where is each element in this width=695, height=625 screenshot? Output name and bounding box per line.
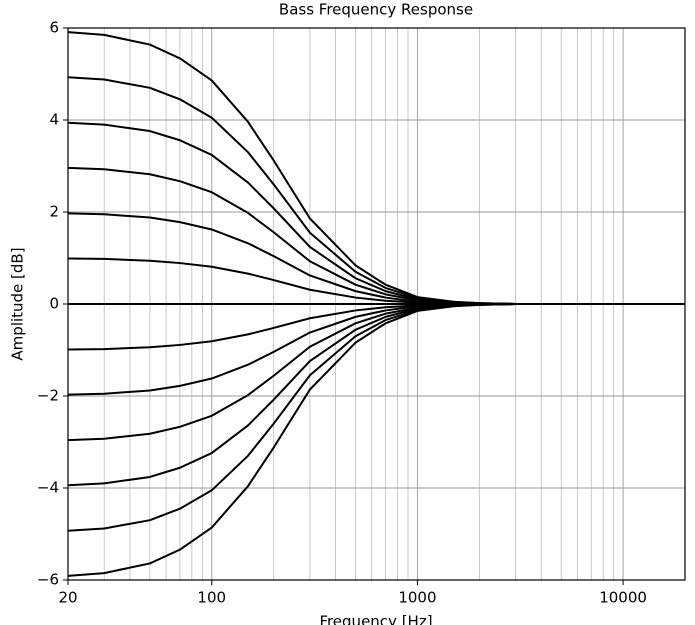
- y-tick-label: 2: [49, 203, 59, 221]
- chart-title: Bass Frequency Response: [279, 1, 473, 19]
- y-tick-label: 4: [49, 111, 59, 129]
- y-tick-label: 6: [49, 19, 59, 37]
- y-tick-label: 0: [49, 295, 59, 313]
- curve: [67, 121, 685, 305]
- plot-frame: [67, 27, 686, 581]
- curve: [67, 76, 685, 305]
- curve: [67, 303, 685, 532]
- curve: [67, 303, 685, 577]
- y-tick-label: −2: [37, 387, 59, 405]
- curve: [67, 303, 685, 351]
- curve: [67, 303, 685, 487]
- y-axis-label: Amplitude [dB]: [9, 247, 27, 360]
- y-tick-label: −6: [37, 571, 59, 589]
- curve: [67, 257, 685, 305]
- x-tick-label: 20: [58, 589, 77, 607]
- y-tick-label: −4: [37, 479, 59, 497]
- x-axis-label: Frequency [Hz]: [319, 613, 432, 625]
- x-tick-label: 1000: [398, 589, 436, 607]
- curve: [67, 31, 685, 305]
- x-tick-label: 10000: [599, 589, 647, 607]
- x-tick-label: 100: [197, 589, 226, 607]
